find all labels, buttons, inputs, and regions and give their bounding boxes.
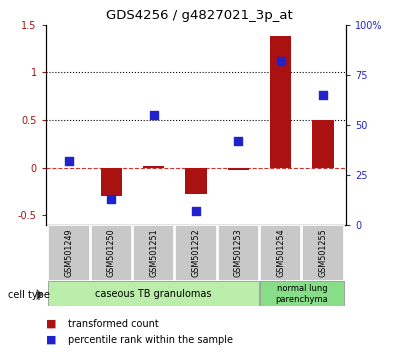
Point [235,138,242,144]
Bar [175,225,217,281]
Bar [260,281,344,306]
Text: GSM501255: GSM501255 [318,229,328,278]
Text: GSM501252: GSM501252 [191,229,201,278]
Bar [143,166,164,168]
Bar [133,225,174,281]
Bar [228,168,249,170]
Text: percentile rank within the sample: percentile rank within the sample [68,335,233,345]
Text: GSM501254: GSM501254 [276,229,285,278]
Text: normal lung
parenchyma: normal lung parenchyma [275,284,328,303]
Text: ■: ■ [46,335,56,345]
Point [277,58,284,64]
Text: cell type: cell type [8,290,50,299]
Point [193,208,199,213]
Text: GSM501250: GSM501250 [107,229,116,278]
Bar [185,168,207,194]
Text: GDS4256 / g4827021_3p_at: GDS4256 / g4827021_3p_at [105,9,293,22]
Text: GSM501249: GSM501249 [64,229,74,278]
Bar [270,36,291,168]
Point [108,196,115,202]
Bar [48,281,259,306]
Text: ■: ■ [46,319,56,329]
Bar [302,225,344,281]
Point [150,112,157,118]
Point [320,92,326,98]
Bar [101,168,122,196]
Text: GSM501253: GSM501253 [234,229,243,278]
Polygon shape [37,289,43,300]
Bar [260,225,301,281]
Bar [91,225,132,281]
Text: caseous TB granulomas: caseous TB granulomas [96,289,212,299]
Text: transformed count: transformed count [68,319,158,329]
Bar [218,225,259,281]
Text: GSM501251: GSM501251 [149,229,158,278]
Point [66,158,72,164]
Bar [48,225,90,281]
Bar [312,120,334,168]
